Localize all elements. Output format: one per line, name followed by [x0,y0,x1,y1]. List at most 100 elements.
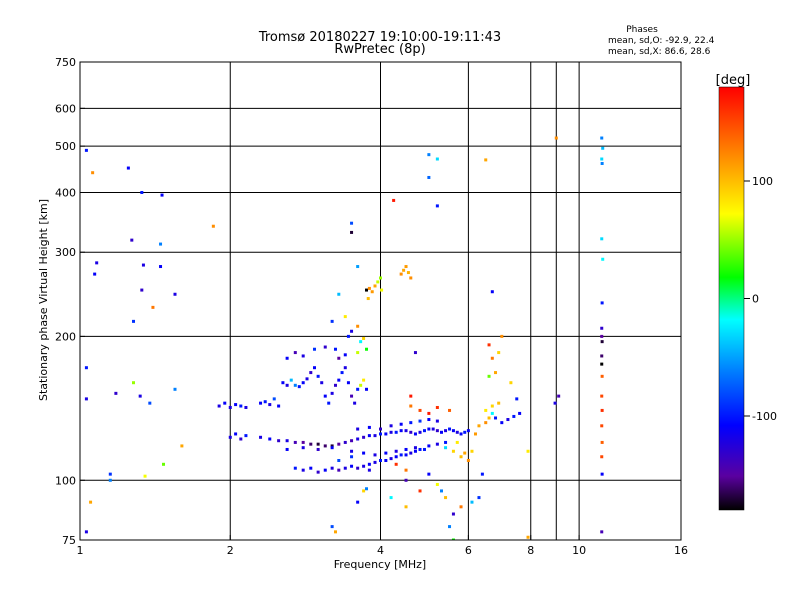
data-point [340,371,344,375]
data-point [350,439,354,443]
data-point [330,319,334,323]
data-point [473,432,477,436]
data-point [244,434,248,438]
data-point [350,455,354,459]
data-point [337,442,341,446]
data-point [459,432,463,436]
data-point [132,319,136,323]
data-point [367,434,371,438]
data-point [600,136,604,140]
data-point [600,530,604,534]
data-point [600,157,604,161]
data-point [309,442,313,446]
data-point [394,462,398,466]
data-point [455,430,459,434]
data-point [359,340,363,344]
data-point [305,377,309,381]
data-point [500,334,504,338]
data-point [427,472,431,476]
data-point [350,464,354,468]
data-point [244,405,248,409]
data-point [316,470,320,474]
data-point [285,356,289,360]
data-point [477,496,481,500]
colorbar-tick-label: -100 [752,410,777,423]
data-point [373,460,377,464]
data-point [470,500,474,504]
data-point [409,430,413,434]
data-point [337,356,341,360]
data-point [323,444,327,448]
data-point [600,455,604,459]
x-tick-label: 2 [227,544,234,557]
data-point [379,458,382,462]
data-point [515,397,519,401]
data-point [333,347,337,351]
data-point [301,354,305,358]
data-point [293,440,297,444]
data-point [448,408,452,412]
data-point [343,466,347,470]
data-point [180,444,184,448]
data-point [259,401,263,405]
data-point [362,435,366,439]
data-point [451,538,455,540]
data-point [394,449,398,453]
data-point [108,478,112,482]
data-point [268,403,272,407]
chart-subtitle: RwPretec (8p) [334,42,425,57]
data-point [268,437,272,441]
data-point [362,489,366,493]
data-point [350,449,354,453]
data-point [316,447,320,451]
data-point [600,301,604,305]
data-point [494,371,498,375]
data-point [223,401,227,405]
data-point [392,198,396,202]
data-point [418,489,422,493]
data-point [484,158,488,162]
data-point [600,161,604,165]
data-point [263,400,267,404]
data-point [259,435,263,439]
data-point [444,446,448,450]
data-point [350,329,354,333]
data-point [490,356,494,360]
data-point [404,447,408,451]
data-point [404,429,408,433]
data-point [365,487,369,491]
y-axis-ticks: 75 100 200 300 400 500 600 750 [55,56,85,547]
data-point [323,345,327,349]
data-point [140,190,144,194]
data-point [402,268,406,272]
data-point [455,440,459,444]
data-point [440,430,444,434]
data-point [394,430,398,434]
data-point [553,401,557,405]
data-point [162,462,166,466]
data-point [448,525,452,529]
data-point [406,271,410,275]
data-point [362,451,366,455]
data-point [356,466,360,470]
data-point [427,411,431,415]
data-point [490,404,494,408]
data-point [312,347,316,351]
data-point [435,429,439,433]
data-point [448,427,452,431]
data-point [141,263,145,267]
data-point [309,466,313,470]
data-point [466,429,470,433]
data-point [444,496,448,500]
grid-lines [80,62,681,540]
x-tick-label: 1 [77,544,84,557]
data-point [435,482,439,486]
data-point [337,468,341,472]
data-point [228,405,232,409]
data-point [399,453,403,457]
data-point [173,292,177,296]
x-axis-label: Frequency [MHz] [334,558,426,571]
data-point [463,451,467,455]
data-point [138,394,142,398]
data-point [379,276,382,280]
